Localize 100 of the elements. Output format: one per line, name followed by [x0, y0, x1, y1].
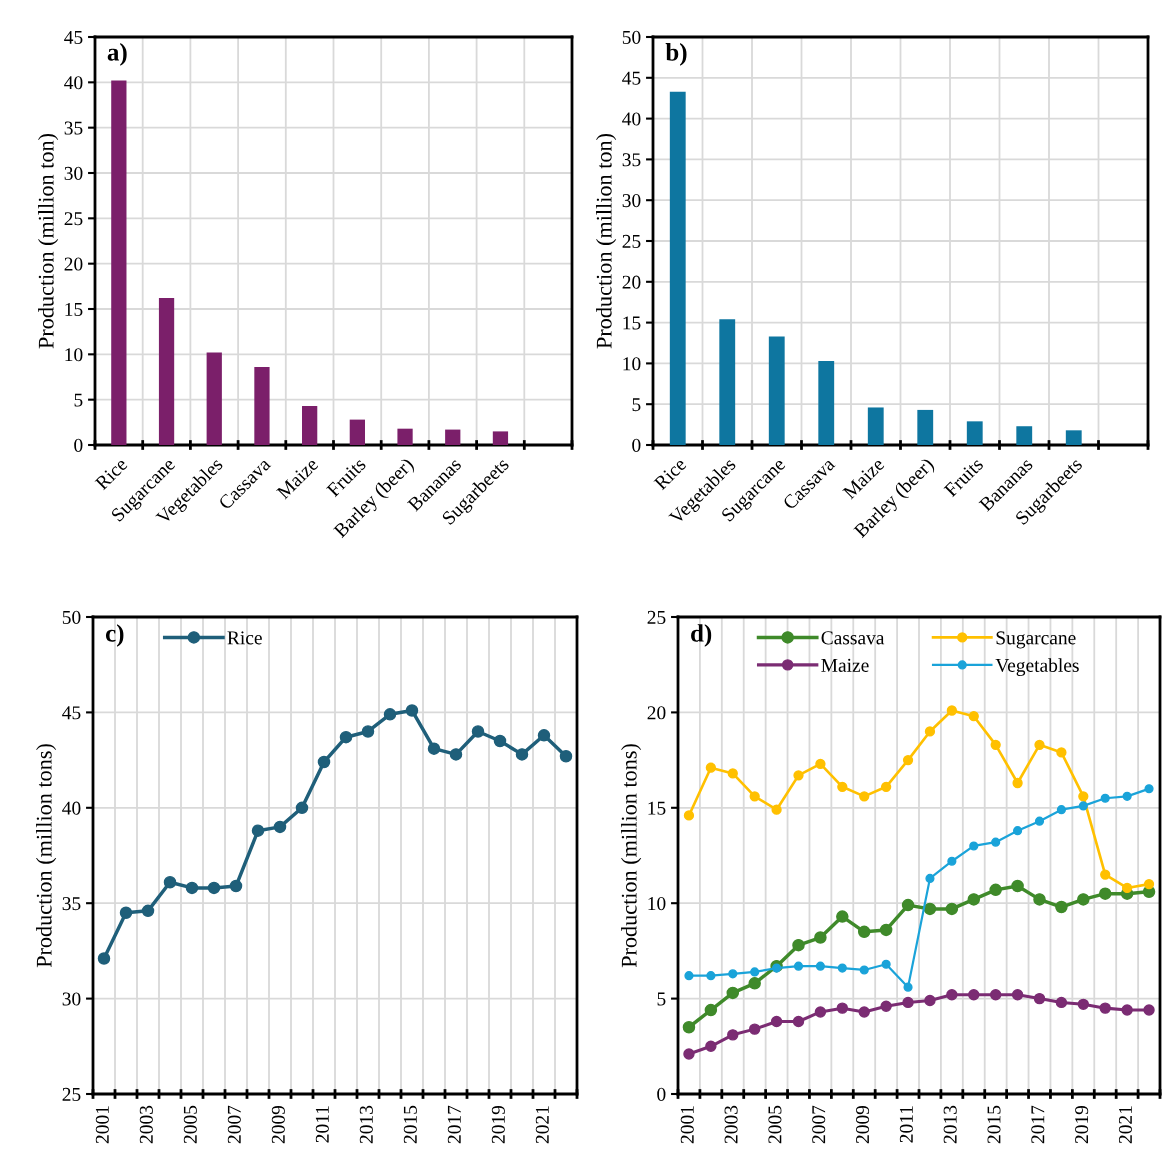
bar: [1016, 426, 1033, 445]
point: [770, 1015, 783, 1028]
x-tick-label: 2013: [359, 1105, 373, 1144]
y-tick-label: 25: [62, 1087, 81, 1101]
bar: [111, 80, 127, 445]
chart-title: c): [105, 624, 124, 647]
point: [1143, 878, 1155, 890]
point: [989, 883, 1002, 897]
point: [792, 1015, 805, 1028]
point: [1100, 793, 1110, 803]
point: [836, 1002, 849, 1014]
point: [1078, 791, 1089, 802]
point: [1034, 739, 1045, 750]
point: [427, 742, 441, 755]
y-tick-label: 10: [65, 348, 83, 362]
y-tick-label: 15: [648, 801, 666, 815]
y-tick-label: 5: [632, 398, 641, 412]
y-tick-label: 35: [64, 121, 83, 135]
point: [119, 906, 133, 919]
point: [879, 923, 893, 937]
point: [1077, 893, 1090, 906]
point: [163, 875, 177, 889]
point: [967, 893, 981, 906]
point: [1033, 992, 1046, 1005]
point: [748, 1023, 761, 1035]
x-tick-label: 2005: [183, 1105, 197, 1144]
point: [947, 856, 957, 866]
point: [727, 1029, 739, 1041]
x-tick-label: 2021: [535, 1106, 549, 1144]
y-tick-label: 10: [648, 897, 666, 911]
y-tick-label: 20: [622, 275, 641, 289]
point: [968, 989, 980, 1001]
point: [1078, 801, 1088, 811]
point: [705, 1040, 717, 1052]
point: [924, 994, 936, 1007]
point: [923, 902, 937, 916]
point: [748, 977, 761, 990]
x-tick-label: 2009: [855, 1105, 870, 1144]
point: [559, 750, 573, 763]
x-tick-label: 2003: [724, 1105, 738, 1144]
point: [1033, 893, 1046, 906]
point: [859, 791, 870, 802]
point: [405, 704, 419, 717]
point: [1099, 1002, 1111, 1014]
bar: [1065, 430, 1082, 445]
y-tick-label: 15: [623, 316, 641, 330]
y-tick-label: 40: [64, 76, 83, 90]
y-tick-label: 35: [62, 897, 81, 911]
point: [990, 739, 1001, 750]
point: [251, 824, 265, 837]
point: [295, 801, 309, 815]
point: [515, 748, 529, 761]
point: [683, 1048, 695, 1060]
legend-label: Sugarcane: [996, 631, 1076, 649]
point: [880, 781, 892, 792]
y-tick-label: 25: [647, 610, 666, 624]
point: [924, 726, 936, 737]
point: [1013, 826, 1023, 836]
point: [814, 931, 827, 944]
point: [793, 961, 804, 971]
y-tick-label: 50: [622, 30, 641, 44]
legend-label: Maize: [821, 658, 869, 672]
point: [771, 804, 782, 815]
point: [728, 969, 738, 979]
bar: [719, 319, 736, 445]
bar: [158, 298, 175, 445]
bar: [818, 360, 835, 445]
point: [727, 768, 738, 779]
point: [815, 961, 825, 971]
point: [968, 711, 979, 722]
bar: [349, 419, 365, 445]
x-tick-label: 2019: [1075, 1105, 1089, 1144]
bar: [206, 352, 222, 445]
y-tick-label: 25: [622, 234, 641, 248]
point: [1011, 879, 1024, 893]
y-tick-label: 0: [632, 438, 641, 452]
point: [903, 982, 913, 992]
point: [273, 820, 287, 834]
legend-label: Rice: [227, 631, 262, 645]
point: [684, 971, 694, 981]
point: [383, 708, 397, 721]
point: [493, 734, 507, 748]
point: [1121, 882, 1133, 894]
x-tick-label: 2017: [1031, 1105, 1045, 1144]
x-tick-label: 2001: [95, 1106, 109, 1144]
y-tick-label: 30: [64, 166, 83, 180]
point: [902, 754, 914, 766]
point: [815, 758, 826, 770]
y-tick-label: 10: [623, 357, 641, 371]
bar: [917, 409, 934, 445]
x-tick-label: 2015: [403, 1105, 417, 1144]
y-tick-label: 40: [622, 112, 641, 126]
x-tick-label: 2007: [812, 1105, 826, 1144]
point: [881, 959, 891, 969]
y-tick-label: 5: [74, 393, 83, 407]
y-axis-title: Production (million ton): [596, 133, 617, 349]
point: [1122, 791, 1132, 801]
y-axis-title: Production (million tons): [621, 744, 642, 968]
point: [858, 1006, 870, 1018]
point: [1055, 996, 1068, 1009]
